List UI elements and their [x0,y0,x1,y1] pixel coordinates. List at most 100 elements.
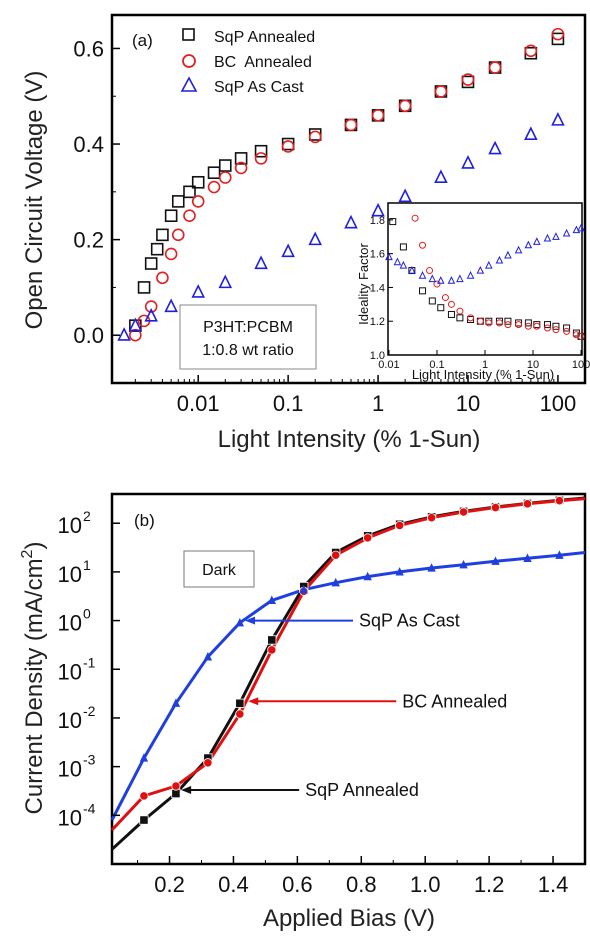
inset-point-bc-annealed [515,321,523,329]
inset-point-bc-annealed [563,327,571,335]
inset-point-sqp-as-cast [543,233,552,242]
point-sqp-annealed [207,166,221,180]
point-sqp-as-cast [491,556,500,565]
panel-a: 0.01 0.1 1 10 100 0.0 0.2 0.4 0.6 (a) SqP Anneal… [21,13,590,453]
inset-y-tick-label: 1.0 [370,350,385,362]
point-bc-annealed [218,171,232,184]
point-sqp-as-cast [523,553,532,562]
inset-x-axis-label: Light Intensity (% 1-Sun) [412,367,554,382]
point-sqp-annealed [139,815,149,825]
inset-point-bc-annealed [467,314,475,322]
inset-point-sqp-annealed [504,317,512,325]
legend-marker-square [182,28,195,41]
inset-point-bc-annealed [456,307,464,315]
y-tick-exponent: 2 [83,508,91,524]
point-sqp-annealed [156,228,169,242]
inset-ticks: 0.01 0.1 1 10 100 1.0 1.2 1.4 1.6 1.8 [370,215,590,371]
inset-point-sqp-as-cast [408,265,416,274]
point-bc-annealed [554,496,565,506]
inset-x-tick-label: 0.01 [378,359,399,371]
y-tick-label: 0.4 [73,132,104,157]
x-tick-label: 1.2 [474,872,505,897]
inset-point-sqp-annealed [563,324,571,332]
inset-point-sqp-annealed [399,243,407,251]
inset-point-bc-annealed [441,294,449,302]
callout-label-sqp-as-cast: SqP As Cast [359,611,460,631]
point-sqp-as-cast [459,559,468,569]
point-bc-annealed [426,513,437,523]
legend-label-bc-annealed: BC Annealed [214,54,312,71]
inset-point-bc-annealed [411,214,419,222]
y-tick-label: 0.0 [73,323,104,348]
inset-point-bc-annealed [504,321,512,329]
panel-a-legend: SqP Annealed BC Annealed SqP As Cast [180,28,315,96]
inset-marks [385,214,585,340]
point-sqp-as-cast [434,169,448,184]
point-sqp-annealed [254,144,268,158]
inset-point-sqp-annealed [543,321,551,329]
inset-point-bc-annealed [572,331,580,339]
point-bc-annealed [490,502,501,513]
y-tick-label: 0.2 [73,228,104,253]
x-tick-label: 0.2 [154,872,185,897]
inset-point-sqp-as-cast [476,265,485,274]
panel-a-tag: (a) [132,31,153,50]
inset-point-bc-annealed [426,267,434,275]
point-bc-annealed [156,271,169,285]
dark-label-text: Dark [202,562,237,579]
panel-a-x-axis-label: Light Intensity (% 1-Sun) [218,426,481,453]
inset-y-tick-label: 1.2 [370,316,385,328]
inset-point-sqp-as-cast [428,274,437,283]
point-bc-annealed [267,645,277,655]
panel-b-y-axis-label-main: Current Density (mA/cm [21,558,48,814]
y-tick-exponent: -2 [83,703,96,719]
x-tick-label: 10 [456,391,480,416]
inset-x-tick-label: 100 [572,359,590,371]
annotation-line-1: P3HT:PCBM [203,319,293,336]
point-bc-annealed [139,791,149,801]
point-bc-annealed [551,27,565,41]
panel-a-ticks: 0.01 0.1 1 10 100 0.0 0.2 0.4 0.6 [73,36,576,416]
point-sqp-annealed [551,32,565,46]
y-tick-label: 10 [58,611,82,636]
x-tick-label: 0.8 [346,872,377,897]
point-sqp-annealed [150,242,164,256]
panel-b-x-axis-label: Applied Bias (V) [263,905,435,932]
panel-b-callouts: SqP As Cast BC Annealed SqP Annealed [181,611,507,800]
point-bc-annealed [234,161,248,175]
point-sqp-annealed [235,698,245,708]
point-sqp-as-cast [281,243,295,258]
point-sqp-as-cast [371,202,385,217]
y-tick-exponent: -1 [83,654,96,670]
y-tick-label: 10 [58,757,82,782]
point-bc-annealed [461,73,475,86]
point-sqp-as-cast [398,188,412,203]
annotation-frame [179,304,317,370]
point-sqp-as-cast [488,140,502,155]
inset-point-bc-annealed [419,241,427,249]
inset-point-bc-annealed [495,319,503,327]
inset-point-sqp-annealed [552,322,560,330]
point-sqp-annealed [191,175,205,189]
point-bc-annealed [458,507,469,517]
annotation-line-2: 1:0.8 wt ratio [202,342,294,359]
inset-point-sqp-as-cast [399,260,408,269]
point-sqp-annealed [164,209,178,223]
point-sqp-annealed [234,152,248,165]
point-sqp-as-cast [164,298,178,313]
inset-point-sqp-annealed [437,304,445,312]
legend-label-sqp-annealed: SqP Annealed [214,29,315,46]
point-bc-annealed [398,99,412,113]
inset-point-sqp-as-cast [495,255,504,264]
x-tick-label: 1 [372,391,384,416]
point-bc-annealed [524,44,538,58]
inset-point-bc-annealed [543,324,551,332]
point-sqp-as-cast [524,126,538,141]
x-tick-label: 100 [540,391,577,416]
inset-point-bc-annealed [524,322,532,330]
point-sqp-as-cast [267,595,276,604]
point-sqp-as-cast [254,255,268,270]
inset-point-bc-annealed [577,332,585,340]
legend-marker-circle [182,54,196,68]
point-bc-annealed [308,130,322,144]
